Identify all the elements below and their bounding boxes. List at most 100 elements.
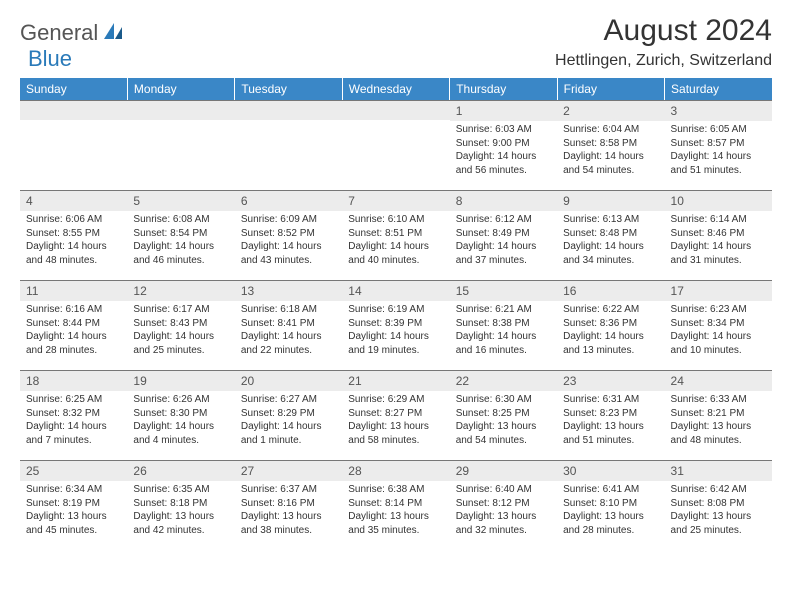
day-ss: Sunset: 8:46 PM — [671, 227, 766, 241]
calendar-day-cell: 26Sunrise: 6:35 AMSunset: 8:18 PMDayligh… — [127, 460, 234, 550]
weekday-header: Saturday — [665, 78, 772, 100]
day-dl2: and 28 minutes. — [563, 524, 658, 538]
day-dl1: Daylight: 14 hours — [456, 240, 551, 254]
day-sr: Sunrise: 6:42 AM — [671, 483, 766, 497]
day-dl1: Daylight: 14 hours — [133, 330, 228, 344]
day-sr: Sunrise: 6:10 AM — [348, 213, 443, 227]
day-dl2: and 54 minutes. — [456, 434, 551, 448]
day-sr: Sunrise: 6:22 AM — [563, 303, 658, 317]
day-number: 28 — [342, 460, 449, 481]
calendar-day-cell: 30Sunrise: 6:41 AMSunset: 8:10 PMDayligh… — [557, 460, 664, 550]
calendar-day-cell: 6Sunrise: 6:09 AMSunset: 8:52 PMDaylight… — [235, 190, 342, 280]
calendar-day-cell: 24Sunrise: 6:33 AMSunset: 8:21 PMDayligh… — [665, 370, 772, 460]
day-ss: Sunset: 8:14 PM — [348, 497, 443, 511]
day-details: Sunrise: 6:22 AMSunset: 8:36 PMDaylight:… — [557, 301, 664, 359]
day-number: 12 — [127, 280, 234, 301]
day-number: 2 — [557, 100, 664, 121]
day-details: Sunrise: 6:03 AMSunset: 9:00 PMDaylight:… — [450, 121, 557, 179]
month-title: August 2024 — [555, 14, 772, 48]
day-number: 29 — [450, 460, 557, 481]
weekday-header: Thursday — [450, 78, 557, 100]
day-ss: Sunset: 8:34 PM — [671, 317, 766, 331]
day-dl2: and 48 minutes. — [671, 434, 766, 448]
day-ss: Sunset: 8:39 PM — [348, 317, 443, 331]
day-details: Sunrise: 6:25 AMSunset: 8:32 PMDaylight:… — [20, 391, 127, 449]
day-sr: Sunrise: 6:31 AM — [563, 393, 658, 407]
day-sr: Sunrise: 6:23 AM — [671, 303, 766, 317]
day-sr: Sunrise: 6:30 AM — [456, 393, 551, 407]
day-ss: Sunset: 8:54 PM — [133, 227, 228, 241]
calendar-day-cell: 23Sunrise: 6:31 AMSunset: 8:23 PMDayligh… — [557, 370, 664, 460]
day-dl1: Daylight: 14 hours — [456, 150, 551, 164]
day-details: Sunrise: 6:21 AMSunset: 8:38 PMDaylight:… — [450, 301, 557, 359]
day-dl2: and 10 minutes. — [671, 344, 766, 358]
day-dl1: Daylight: 14 hours — [348, 240, 443, 254]
weekday-header: Friday — [557, 78, 664, 100]
calendar-day-cell: 8Sunrise: 6:12 AMSunset: 8:49 PMDaylight… — [450, 190, 557, 280]
day-ss: Sunset: 8:52 PM — [241, 227, 336, 241]
day-dl2: and 54 minutes. — [563, 164, 658, 178]
day-dl1: Daylight: 14 hours — [26, 240, 121, 254]
day-dl2: and 46 minutes. — [133, 254, 228, 268]
day-number: 3 — [665, 100, 772, 121]
day-ss: Sunset: 8:43 PM — [133, 317, 228, 331]
day-number: 9 — [557, 190, 664, 211]
day-number: 31 — [665, 460, 772, 481]
day-details: Sunrise: 6:08 AMSunset: 8:54 PMDaylight:… — [127, 211, 234, 269]
day-sr: Sunrise: 6:03 AM — [456, 123, 551, 137]
calendar-day-cell — [235, 100, 342, 190]
day-sr: Sunrise: 6:17 AM — [133, 303, 228, 317]
calendar-day-cell: 10Sunrise: 6:14 AMSunset: 8:46 PMDayligh… — [665, 190, 772, 280]
day-dl2: and 43 minutes. — [241, 254, 336, 268]
day-ss: Sunset: 8:41 PM — [241, 317, 336, 331]
weekday-header: Monday — [127, 78, 234, 100]
day-sr: Sunrise: 6:38 AM — [348, 483, 443, 497]
day-dl2: and 22 minutes. — [241, 344, 336, 358]
calendar-day-cell: 5Sunrise: 6:08 AMSunset: 8:54 PMDaylight… — [127, 190, 234, 280]
day-sr: Sunrise: 6:25 AM — [26, 393, 121, 407]
calendar-day-cell: 16Sunrise: 6:22 AMSunset: 8:36 PMDayligh… — [557, 280, 664, 370]
day-dl1: Daylight: 13 hours — [456, 420, 551, 434]
empty-day-header — [235, 100, 342, 120]
day-number: 8 — [450, 190, 557, 211]
day-number: 24 — [665, 370, 772, 391]
day-dl2: and 34 minutes. — [563, 254, 658, 268]
calendar-day-cell: 22Sunrise: 6:30 AMSunset: 8:25 PMDayligh… — [450, 370, 557, 460]
day-dl1: Daylight: 13 hours — [26, 510, 121, 524]
weekday-header: Wednesday — [342, 78, 449, 100]
day-dl2: and 38 minutes. — [241, 524, 336, 538]
empty-day-header — [342, 100, 449, 120]
day-dl2: and 19 minutes. — [348, 344, 443, 358]
day-dl2: and 51 minutes. — [671, 164, 766, 178]
day-ss: Sunset: 8:18 PM — [133, 497, 228, 511]
day-ss: Sunset: 8:48 PM — [563, 227, 658, 241]
day-dl1: Daylight: 13 hours — [671, 420, 766, 434]
day-dl1: Daylight: 13 hours — [348, 420, 443, 434]
day-sr: Sunrise: 6:18 AM — [241, 303, 336, 317]
day-sr: Sunrise: 6:16 AM — [26, 303, 121, 317]
day-details: Sunrise: 6:10 AMSunset: 8:51 PMDaylight:… — [342, 211, 449, 269]
day-sr: Sunrise: 6:05 AM — [671, 123, 766, 137]
logo-sail-icon — [102, 21, 124, 46]
day-sr: Sunrise: 6:12 AM — [456, 213, 551, 227]
day-ss: Sunset: 8:25 PM — [456, 407, 551, 421]
day-number: 17 — [665, 280, 772, 301]
day-details: Sunrise: 6:37 AMSunset: 8:16 PMDaylight:… — [235, 481, 342, 539]
day-number: 22 — [450, 370, 557, 391]
calendar-week-row: 11Sunrise: 6:16 AMSunset: 8:44 PMDayligh… — [20, 280, 772, 370]
day-details: Sunrise: 6:14 AMSunset: 8:46 PMDaylight:… — [665, 211, 772, 269]
day-dl1: Daylight: 14 hours — [348, 330, 443, 344]
day-dl1: Daylight: 13 hours — [671, 510, 766, 524]
day-sr: Sunrise: 6:35 AM — [133, 483, 228, 497]
day-dl2: and 31 minutes. — [671, 254, 766, 268]
day-sr: Sunrise: 6:13 AM — [563, 213, 658, 227]
empty-day-header — [20, 100, 127, 120]
day-sr: Sunrise: 6:37 AM — [241, 483, 336, 497]
calendar-day-cell: 21Sunrise: 6:29 AMSunset: 8:27 PMDayligh… — [342, 370, 449, 460]
day-dl1: Daylight: 13 hours — [133, 510, 228, 524]
day-dl2: and 28 minutes. — [26, 344, 121, 358]
day-details: Sunrise: 6:42 AMSunset: 8:08 PMDaylight:… — [665, 481, 772, 539]
day-details: Sunrise: 6:30 AMSunset: 8:25 PMDaylight:… — [450, 391, 557, 449]
day-details: Sunrise: 6:35 AMSunset: 8:18 PMDaylight:… — [127, 481, 234, 539]
day-number: 16 — [557, 280, 664, 301]
